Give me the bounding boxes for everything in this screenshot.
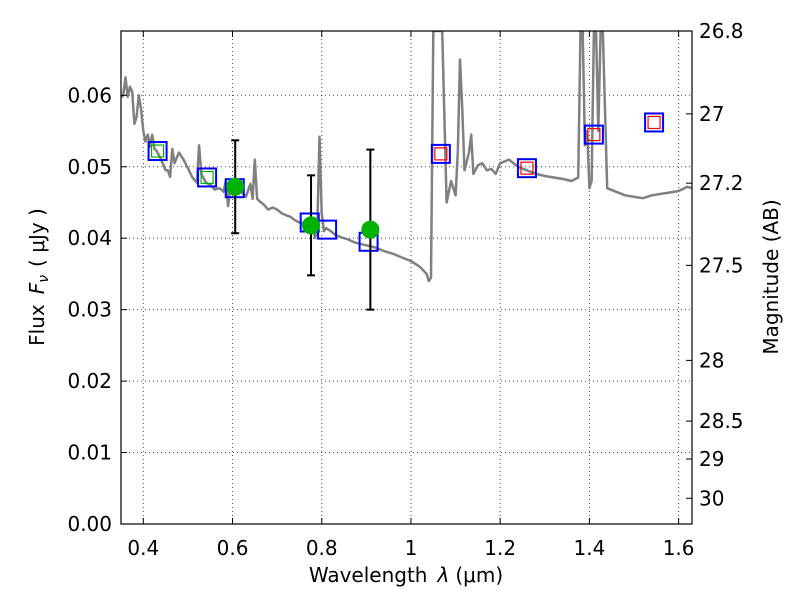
model-photometry-square [583,124,604,145]
y2-axis-label: Magnitude (AB) [759,199,783,354]
model-photometry-square [516,158,537,179]
photometry-inner-square [200,170,214,185]
x-axis: 0.4 0.6 0.8 1 1.2 1.4 1.6 [127,31,695,560]
model-photometry-square [430,143,451,164]
x-tick-label: 1 [405,536,418,560]
y-tick-label: 0.02 [67,369,112,393]
y-axis-label-word: Flux [25,304,49,346]
plot-frame [120,30,693,525]
photometry-inner-square [150,144,165,158]
y2-tick-label: 27.2 [699,171,744,195]
y-tick-label: 0.05 [67,155,112,179]
x-tick-label: 0.8 [306,536,338,560]
y2-tick-label: 26.8 [699,19,744,43]
y2-tick-label: 27.5 [699,253,744,277]
y2-tick-label: 30 [699,486,724,510]
spectrum-line [121,31,692,283]
y-tick-label: 0.03 [67,298,112,322]
x-tick-label: 0.4 [127,536,159,560]
y2-tick-label: 27 [699,102,724,126]
observed-photometry-point [226,177,245,196]
y-axis-label-unit: ( μJy ) [25,208,49,267]
y-axis: 0.00 0.01 0.02 0.03 0.04 0.05 0.06 [67,83,127,536]
y2-axis: 26.8 27 27.2 27.5 28 28.5 29 30 [686,19,744,510]
x-axis-label: Wavelength λ (μm) [309,563,503,587]
marker-layer [147,112,665,311]
y-axis-label: Flux Fν ( μJy ) [25,208,52,346]
x-axis-label-word: Wavelength [309,563,428,587]
y2-tick-label: 28.5 [699,409,744,433]
photometry-inner-square [647,115,661,130]
model-photometry-square [197,167,218,188]
observed-photometry-point [302,216,321,235]
x-axis-label-unit: (μm) [455,563,503,587]
photometry-inner-square [520,161,534,175]
y-axis-label-symbol: F [25,282,49,294]
x-tick-label: 1.6 [663,536,695,560]
y-tick-label: 0.04 [67,226,112,250]
x-tick-label: 1.4 [573,536,605,560]
y-tick-label: 0.01 [67,441,112,465]
y-tick-label: 0.06 [67,83,112,107]
model-photometry-square [147,141,168,162]
observed-photometry-point [361,220,380,239]
photometry-inner-square [434,147,448,161]
x-tick-label: 0.6 [217,536,249,560]
data-layer [121,31,692,283]
x-axis-label-symbol: λ [437,563,450,587]
photometry-inner-square [587,128,601,142]
x-tick-label: 1.2 [484,536,516,560]
y2-tick-label: 29 [699,447,724,471]
grid-layer [121,31,692,524]
y-axis-label-subscript: ν [36,275,52,283]
y-tick-label: 0.00 [67,512,112,536]
model-photometry-square [644,112,665,133]
y2-tick-label: 28 [699,348,724,372]
